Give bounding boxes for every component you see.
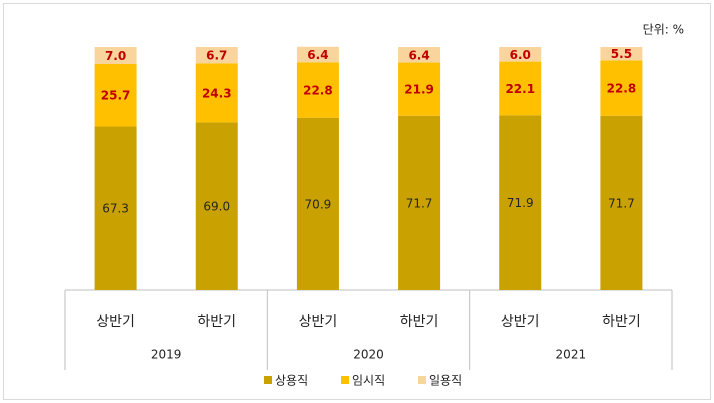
bar-segment bbox=[94, 126, 137, 290]
bar-segment bbox=[499, 115, 542, 291]
x-tick-label: 하반기 bbox=[602, 314, 641, 330]
group-label: 2020 bbox=[353, 348, 384, 362]
value-label: 6.0 bbox=[510, 48, 531, 62]
bar-segment bbox=[398, 62, 441, 116]
bar-segment bbox=[94, 64, 137, 127]
legend-swatch bbox=[418, 376, 426, 384]
chart-frame bbox=[3, 3, 711, 400]
bar-segment bbox=[296, 46, 339, 63]
bar-segment bbox=[398, 115, 441, 290]
legend-label: 일용직 bbox=[429, 374, 462, 388]
legend-swatch bbox=[341, 376, 349, 384]
value-label: 71.9 bbox=[507, 196, 534, 210]
value-label: 70.9 bbox=[305, 197, 332, 211]
bar-segment bbox=[296, 62, 339, 118]
value-label: 69.0 bbox=[203, 200, 230, 214]
x-tick-label: 상반기 bbox=[299, 314, 338, 330]
bar-segment bbox=[195, 122, 238, 290]
group-label: 2021 bbox=[556, 348, 587, 362]
value-label: 6.7 bbox=[206, 49, 227, 63]
bar-segment bbox=[499, 47, 542, 62]
bar-segment bbox=[499, 61, 542, 116]
unit-note: 단위: % bbox=[643, 23, 684, 37]
value-label: 67.3 bbox=[102, 202, 129, 216]
bar-segment bbox=[195, 47, 238, 64]
bar-segment bbox=[600, 60, 643, 116]
x-tick-label: 하반기 bbox=[197, 314, 236, 330]
bar-segment bbox=[398, 47, 441, 63]
value-label: 6.4 bbox=[307, 48, 328, 62]
bar-segment bbox=[94, 47, 137, 65]
x-tick-label: 상반기 bbox=[501, 314, 540, 330]
value-label: 22.8 bbox=[607, 82, 637, 96]
bar-segment bbox=[195, 63, 238, 123]
group-label: 2019 bbox=[151, 348, 182, 362]
value-label: 25.7 bbox=[101, 89, 131, 103]
bar-segment bbox=[600, 115, 643, 290]
value-label: 7.0 bbox=[105, 49, 126, 63]
value-label: 21.9 bbox=[404, 83, 434, 97]
value-label: 6.4 bbox=[408, 48, 429, 62]
bar-segment bbox=[600, 47, 643, 61]
legend-swatch bbox=[264, 376, 272, 384]
value-label: 71.7 bbox=[406, 196, 433, 210]
legend-label: 임시직 bbox=[352, 374, 385, 388]
x-tick-label: 하반기 bbox=[400, 314, 439, 330]
value-label: 22.8 bbox=[303, 84, 333, 98]
value-label: 5.5 bbox=[611, 47, 632, 61]
value-label: 24.3 bbox=[202, 86, 232, 100]
value-label: 22.1 bbox=[505, 82, 535, 96]
value-label: 71.7 bbox=[608, 196, 635, 210]
legend-label: 상용직 bbox=[275, 374, 308, 388]
x-tick-label: 상반기 bbox=[96, 314, 135, 330]
bar-segment bbox=[296, 117, 339, 290]
